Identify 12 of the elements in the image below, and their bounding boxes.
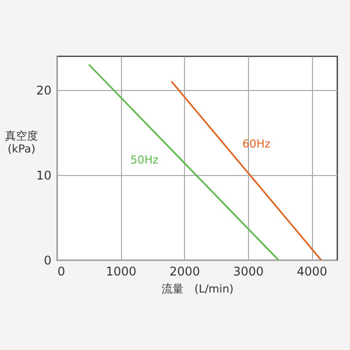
x-tick-label: 3000	[233, 264, 264, 278]
x-tick-label: 4000	[296, 264, 328, 278]
x-tick-label: 0	[58, 264, 66, 278]
y-tick-label: 0	[44, 254, 52, 268]
series-label: 50Hz	[130, 154, 159, 167]
y-tick-label: 20	[36, 84, 52, 98]
y-tick-label: 10	[36, 168, 52, 182]
x-axis-title: 流量 (L/min)	[161, 282, 234, 296]
x-tick-label: 1000	[106, 264, 136, 278]
y-axis-title: 真空度 (kPa)	[5, 130, 38, 156]
series-label: 60Hz	[242, 137, 271, 150]
x-tick-label: 2000	[170, 264, 200, 278]
